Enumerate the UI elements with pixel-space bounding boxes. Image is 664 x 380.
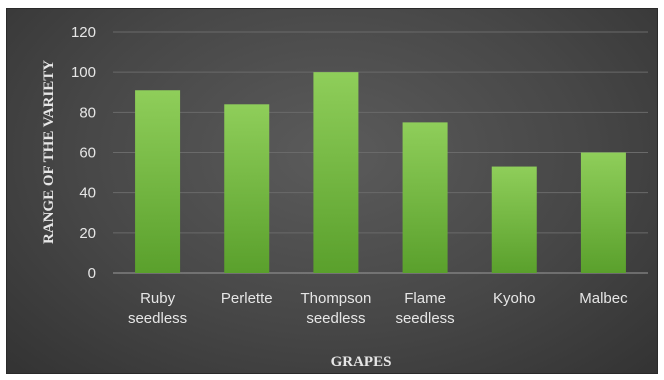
bar <box>491 166 537 273</box>
bar <box>402 122 448 273</box>
x-tick-label: Perlette <box>221 290 273 307</box>
y-tick-label: 40 <box>79 185 96 202</box>
x-tick-label: Kyoho <box>493 290 536 307</box>
x-tick-label: Thompson seedless <box>300 290 371 327</box>
bar <box>313 72 359 274</box>
bar <box>580 152 626 273</box>
x-axis-title: GRAPES <box>331 354 392 370</box>
y-tick-label: 20 <box>79 225 96 242</box>
bar <box>135 90 181 273</box>
bar <box>224 104 270 273</box>
y-axis-title: RANGE OF THE VARIETY <box>41 60 57 244</box>
bars <box>135 72 626 274</box>
x-tick-label: Malbec <box>579 290 628 307</box>
y-tick-labels: 0 20 40 60 80 100 120 <box>71 24 96 282</box>
x-tick-label: Ruby seedless <box>128 290 187 327</box>
x-tick-label: Flame seedless <box>395 290 454 327</box>
y-tick-label: 100 <box>71 64 96 81</box>
y-tick-label: 120 <box>71 24 96 41</box>
gridlines <box>113 31 648 274</box>
y-tick-label: 60 <box>79 145 96 162</box>
y-tick-label: 0 <box>88 265 96 282</box>
x-tick-labels: Ruby seedless Perlette Thompson seedless Flam… <box>128 290 628 327</box>
y-tick-label: 80 <box>79 104 96 121</box>
